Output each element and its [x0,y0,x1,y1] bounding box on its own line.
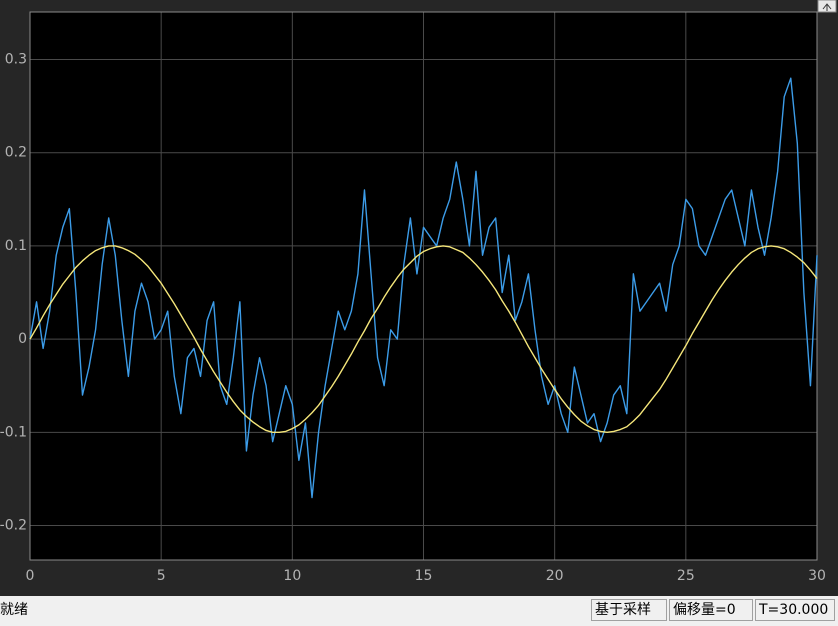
series-line [29,245,818,434]
undock-button[interactable] [817,0,837,13]
undock-arrow [822,3,832,11]
y-tick-label: 0.2 [5,145,27,161]
y-tick-label: -0.1 [0,424,27,440]
status-bar: 就绪 基于采样 偏移量=0 T=30.000 [0,596,838,626]
sampling-mode: 基于采样 [591,599,667,621]
x-tick-label: 10 [283,568,301,584]
y-tick-label: 0.1 [5,238,27,254]
scope-chart: -0.2 -0.1 0 0.1 0.2 0.3 0 5 10 15 20 25 30 [0,0,837,584]
x-tick-label: 20 [546,568,564,584]
offset: 偏移量=0 [669,599,753,621]
x-tick-label: 25 [677,568,695,584]
series-line [29,77,818,499]
y-tick-label: -0.2 [0,518,27,534]
x-tick-label: 30 [808,568,826,584]
y-tick-label: 0.3 [5,52,27,68]
x-tick-label: 15 [415,568,433,584]
x-tick-label: 0 [26,568,35,584]
x-tick-label: 5 [157,568,166,584]
y-tick-label: 0 [18,331,27,347]
status-text: 就绪 [0,602,28,618]
axes-border [29,11,818,561]
sim-time: T=30.000 [755,599,835,621]
